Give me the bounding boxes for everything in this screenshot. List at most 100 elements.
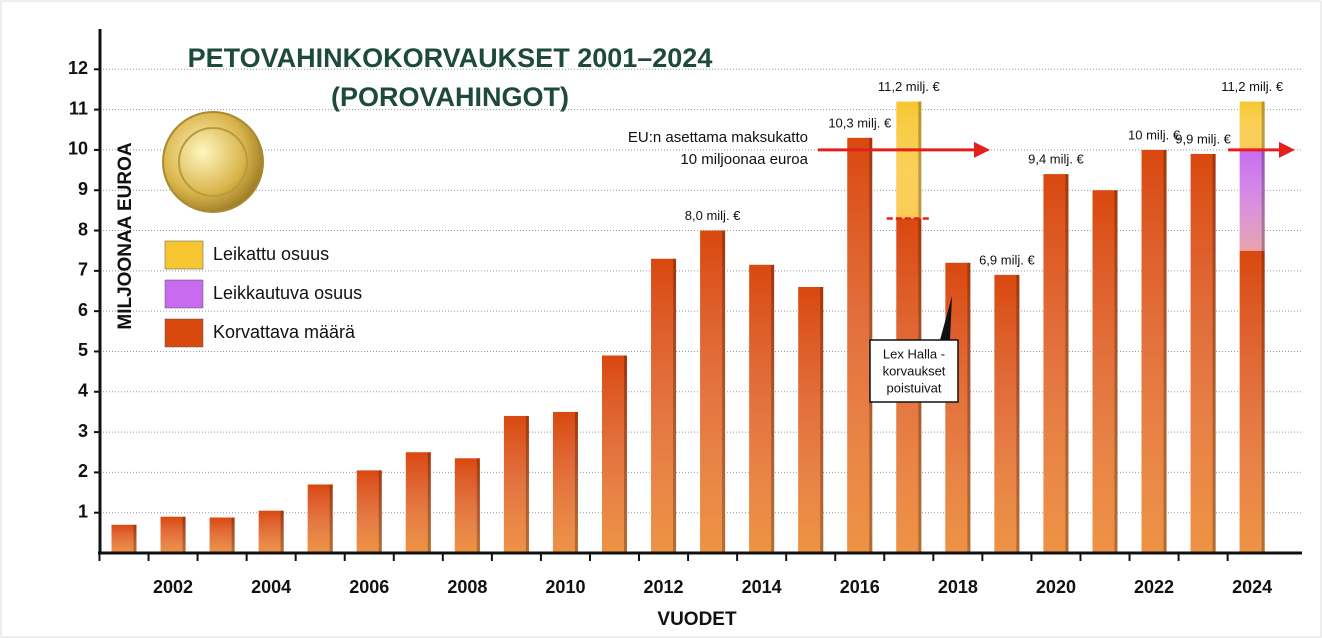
bar-shade [308,484,333,553]
y-tick-label: 5 [78,340,88,360]
y-axis-label: MILJOONAA EUROA [115,142,136,329]
x-tick-label: 2020 [1036,577,1076,597]
bar-edge [771,265,774,553]
y-tick-label: 9 [78,179,88,199]
y-tick-label: 3 [78,421,88,441]
legend-label: Korvattava määrä [213,322,356,342]
bar-edge [673,259,676,553]
bar-edge [918,102,921,219]
bar-shade [1093,190,1118,553]
chart-title: PETOVAHINKOKORVAUKSET 2001–2024 [188,43,713,73]
bar-shade [553,412,578,553]
bar-shade [749,265,774,553]
callout-text: korvaukset [883,363,946,378]
bar-shade [847,138,872,553]
bar-shade [210,518,235,553]
y-tick-label: 7 [78,260,88,280]
legend-label: Leikattu osuus [213,244,329,264]
legend-swatch [165,241,203,269]
callout-text: poistuivat [887,380,942,395]
total-label: 11,2 milj. € [1221,79,1284,94]
total-label: 10 milj. € [1128,127,1181,142]
bar-edge [1262,102,1265,150]
x-tick-label: 2016 [840,577,880,597]
x-tick-label: 2006 [349,577,389,597]
x-tick-label: 2002 [153,577,193,597]
bar-shade [602,355,627,553]
bar-shade [1043,174,1068,553]
bar-edge [575,412,578,553]
bar-shade [896,102,921,219]
legend-label: Leikkautuva osuus [213,283,362,303]
x-tick-label: 2018 [938,577,978,597]
bar-edge [232,518,235,553]
x-tick-label: 2008 [447,577,487,597]
bar-edge [183,517,186,553]
y-tick-label: 10 [68,139,88,159]
bar-edge [526,416,529,553]
bar-edge [624,355,627,553]
bar-edge [1016,275,1019,553]
total-label: 9,9 milj. € [1175,131,1231,146]
x-tick-label: 2012 [644,577,684,597]
bar-shade [259,511,284,553]
total-label: 10,3 milj. € [828,115,892,130]
bar-edge [1262,251,1265,553]
bar-edge [1164,150,1167,553]
bar-shade [504,416,529,553]
total-label: 11,2 milj. € [878,79,941,94]
bar-shade [406,452,431,553]
bar-shade [1142,150,1167,553]
bar-shade [161,517,186,553]
y-tick-label: 1 [78,501,88,521]
bar-edge [477,458,480,553]
bar-edge [379,470,382,553]
bar-edge [1065,174,1068,553]
bar-shade [1191,154,1216,553]
bar-shade [455,458,480,553]
cap-label: 10 miljoonaa euroa [680,151,808,168]
bar-edge [820,287,823,553]
y-tick-label: 4 [78,381,88,401]
bar-shade [651,259,676,553]
page: PETOVAHINKOKORVAUKSET 2001–2024 (POROVAH… [0,0,1322,638]
bar-shade [112,525,137,553]
chart-title: (POROVAHINGOT) [331,82,569,112]
bar-shade [994,275,1019,553]
bar-shade [1240,102,1265,150]
bar-shade [700,231,725,553]
y-tick-label: 6 [78,300,88,320]
bar-edge [722,231,725,553]
chart: PETOVAHINKOKORVAUKSET 2001–2024 (POROVAH… [0,0,1322,638]
x-tick-label: 2022 [1134,577,1174,597]
cap-label: EU:n asettama maksukatto [628,129,808,146]
bar-edge [967,263,970,553]
y-tick-label: 8 [78,219,88,239]
y-tick-label: 12 [68,58,88,78]
y-tick-label: 11 [69,98,88,118]
bar-edge [428,452,431,553]
bar-edge [1115,190,1118,553]
x-tick-label: 2024 [1232,577,1272,597]
x-tick-label: 2004 [251,577,291,597]
total-label: 8,0 milj. € [685,208,741,223]
x-tick-label: 2014 [742,577,782,597]
legend-swatch [165,280,203,308]
total-label: 9,4 milj. € [1028,152,1084,167]
bar-shade [798,287,823,553]
x-tick-label: 2010 [545,577,585,597]
bar-edge [330,484,333,553]
bar-shade [1240,150,1265,251]
bar-edge [134,525,137,553]
bar-shade [945,263,970,553]
bar-shade [1240,251,1265,553]
legend-swatch [165,319,203,347]
bar-edge [1213,154,1216,553]
y-tick-label: 2 [78,461,88,481]
bar-edge [1262,150,1265,251]
bar-edge [281,511,284,553]
callout-text: Lex Halla - [883,346,945,361]
x-axis-label: VUODET [657,609,737,630]
total-label: 6,9 milj. € [979,252,1035,267]
bar-shade [357,470,382,553]
